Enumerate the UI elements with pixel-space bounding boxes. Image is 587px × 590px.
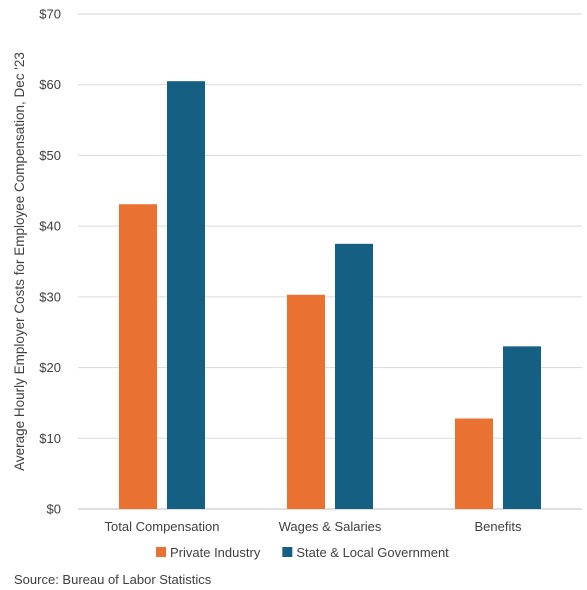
source-note: Source: Bureau of Labor Statistics	[14, 572, 212, 587]
y-tick-label: $30	[39, 289, 61, 304]
bar-private-industry	[119, 204, 157, 509]
y-axis-label: Average Hourly Employer Costs for Employ…	[12, 52, 27, 471]
y-tick-label: $40	[39, 219, 61, 234]
x-tick-label: Wages & Salaries	[279, 519, 382, 534]
legend-label: Private Industry	[170, 545, 261, 560]
gridlines	[78, 13, 582, 510]
bar-private-industry	[287, 294, 325, 509]
legend-swatch	[156, 547, 166, 557]
bar-private-industry	[455, 418, 493, 509]
y-tick-label: $0	[47, 502, 61, 517]
y-tick-label: $10	[39, 431, 61, 446]
bar-state-local-government	[167, 81, 205, 509]
x-tick-label: Total Compensation	[105, 519, 220, 534]
y-tick-label: $60	[39, 77, 61, 92]
legend-label: State & Local Government	[296, 545, 449, 560]
x-axis-ticks: Total Compensation Wages & Salaries Benefi…	[105, 519, 522, 534]
bar-state-local-government	[503, 346, 541, 509]
y-tick-label: $20	[39, 360, 61, 375]
y-tick-label: $50	[39, 148, 61, 163]
x-tick-label: Benefits	[475, 519, 522, 534]
legend: Private Industry State & Local Government	[156, 545, 449, 560]
legend-swatch	[282, 547, 293, 557]
y-axis-ticks: $0 $10 $20 $30 $40 $50 $60 $70	[39, 7, 61, 517]
y-tick-label: $70	[39, 7, 61, 22]
bar-state-local-government	[335, 243, 373, 510]
bars	[119, 81, 541, 510]
